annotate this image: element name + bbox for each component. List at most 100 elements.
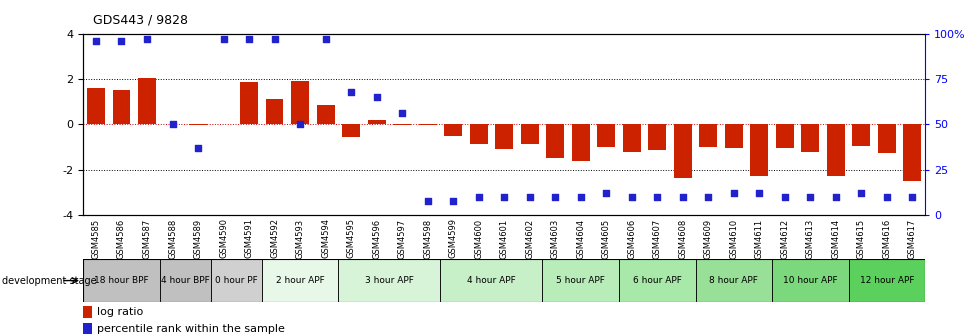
Bar <box>724 124 742 148</box>
Point <box>343 89 359 94</box>
Text: 12 hour APF: 12 hour APF <box>859 276 913 285</box>
Text: log ratio: log ratio <box>97 307 143 317</box>
Text: GSM4588: GSM4588 <box>168 218 177 259</box>
Point <box>726 191 741 196</box>
Text: GSM4601: GSM4601 <box>499 218 509 258</box>
Text: 4 hour BPF: 4 hour BPF <box>160 276 209 285</box>
Bar <box>159 259 210 302</box>
Text: 18 hour BPF: 18 hour BPF <box>94 276 149 285</box>
Point <box>623 194 639 200</box>
Point <box>394 111 410 116</box>
Bar <box>83 259 159 302</box>
Text: GSM4614: GSM4614 <box>830 218 839 258</box>
Bar <box>342 124 360 137</box>
Text: GSM4587: GSM4587 <box>143 218 152 259</box>
Point <box>547 194 562 200</box>
Text: GSM4591: GSM4591 <box>244 218 253 258</box>
Point <box>904 194 919 200</box>
Bar <box>316 105 334 124</box>
Text: GSM4594: GSM4594 <box>321 218 330 258</box>
Bar <box>87 88 105 124</box>
Bar <box>826 124 844 176</box>
Bar <box>597 124 614 147</box>
Text: development stage: development stage <box>2 276 97 286</box>
Text: percentile rank within the sample: percentile rank within the sample <box>97 324 285 334</box>
Bar <box>852 124 869 146</box>
Point <box>445 198 461 203</box>
Bar <box>848 259 924 302</box>
Point <box>598 191 613 196</box>
Bar <box>240 82 258 124</box>
Bar <box>520 124 538 143</box>
Text: 3 hour APF: 3 hour APF <box>365 276 414 285</box>
Point <box>648 194 664 200</box>
Bar <box>261 259 338 302</box>
Bar <box>801 124 819 152</box>
Bar <box>419 124 436 125</box>
Text: GSM4599: GSM4599 <box>448 218 457 258</box>
Text: GSM4607: GSM4607 <box>652 218 661 259</box>
Point <box>266 36 282 42</box>
Text: GSM4592: GSM4592 <box>270 218 279 258</box>
Bar <box>749 124 768 176</box>
Text: 5 hour APF: 5 hour APF <box>556 276 604 285</box>
Bar <box>290 81 309 124</box>
Bar <box>694 259 772 302</box>
Point <box>190 145 205 151</box>
Bar <box>189 124 206 125</box>
Text: 8 hour APF: 8 hour APF <box>709 276 758 285</box>
Bar <box>647 124 665 151</box>
Text: GDS443 / 9828: GDS443 / 9828 <box>93 14 188 27</box>
Point <box>572 194 588 200</box>
Point <box>470 194 486 200</box>
Text: GSM4600: GSM4600 <box>473 218 483 258</box>
Bar <box>112 90 130 124</box>
Bar <box>542 259 618 302</box>
Point <box>802 194 818 200</box>
Bar <box>673 124 691 178</box>
Bar <box>877 124 895 153</box>
Point <box>241 36 256 42</box>
Text: GSM4597: GSM4597 <box>397 218 406 258</box>
Point <box>674 194 689 200</box>
Text: GSM4603: GSM4603 <box>551 218 559 259</box>
Bar <box>440 259 542 302</box>
Point <box>853 191 868 196</box>
Bar <box>622 124 640 152</box>
Point <box>139 36 155 42</box>
Text: GSM4586: GSM4586 <box>116 218 126 259</box>
Bar <box>469 124 487 143</box>
Text: 4 hour APF: 4 hour APF <box>467 276 515 285</box>
Text: GSM4615: GSM4615 <box>856 218 865 258</box>
Bar <box>618 259 694 302</box>
Bar <box>393 124 411 125</box>
Text: GSM4616: GSM4616 <box>881 218 891 259</box>
Bar <box>903 124 920 181</box>
Point <box>420 198 435 203</box>
Text: GSM4604: GSM4604 <box>576 218 585 258</box>
Bar <box>772 259 848 302</box>
Text: GSM4617: GSM4617 <box>907 218 916 259</box>
Text: GSM4593: GSM4593 <box>295 218 304 258</box>
Bar <box>138 78 156 124</box>
Bar <box>265 99 284 124</box>
Point <box>878 194 894 200</box>
Text: GSM4590: GSM4590 <box>219 218 228 258</box>
Text: 6 hour APF: 6 hour APF <box>632 276 681 285</box>
Text: 10 hour APF: 10 hour APF <box>782 276 837 285</box>
Text: GSM4596: GSM4596 <box>372 218 380 258</box>
Bar <box>571 124 589 161</box>
Point <box>215 36 231 42</box>
Point <box>113 38 129 44</box>
Bar <box>495 124 512 149</box>
Text: GSM4612: GSM4612 <box>779 218 788 258</box>
Point <box>369 94 384 100</box>
Text: GSM4598: GSM4598 <box>422 218 431 258</box>
Bar <box>698 124 717 147</box>
Bar <box>368 120 385 124</box>
Point <box>496 194 511 200</box>
Text: GSM4609: GSM4609 <box>703 218 712 258</box>
Point <box>164 122 180 127</box>
Bar <box>444 124 462 136</box>
Point <box>292 122 308 127</box>
